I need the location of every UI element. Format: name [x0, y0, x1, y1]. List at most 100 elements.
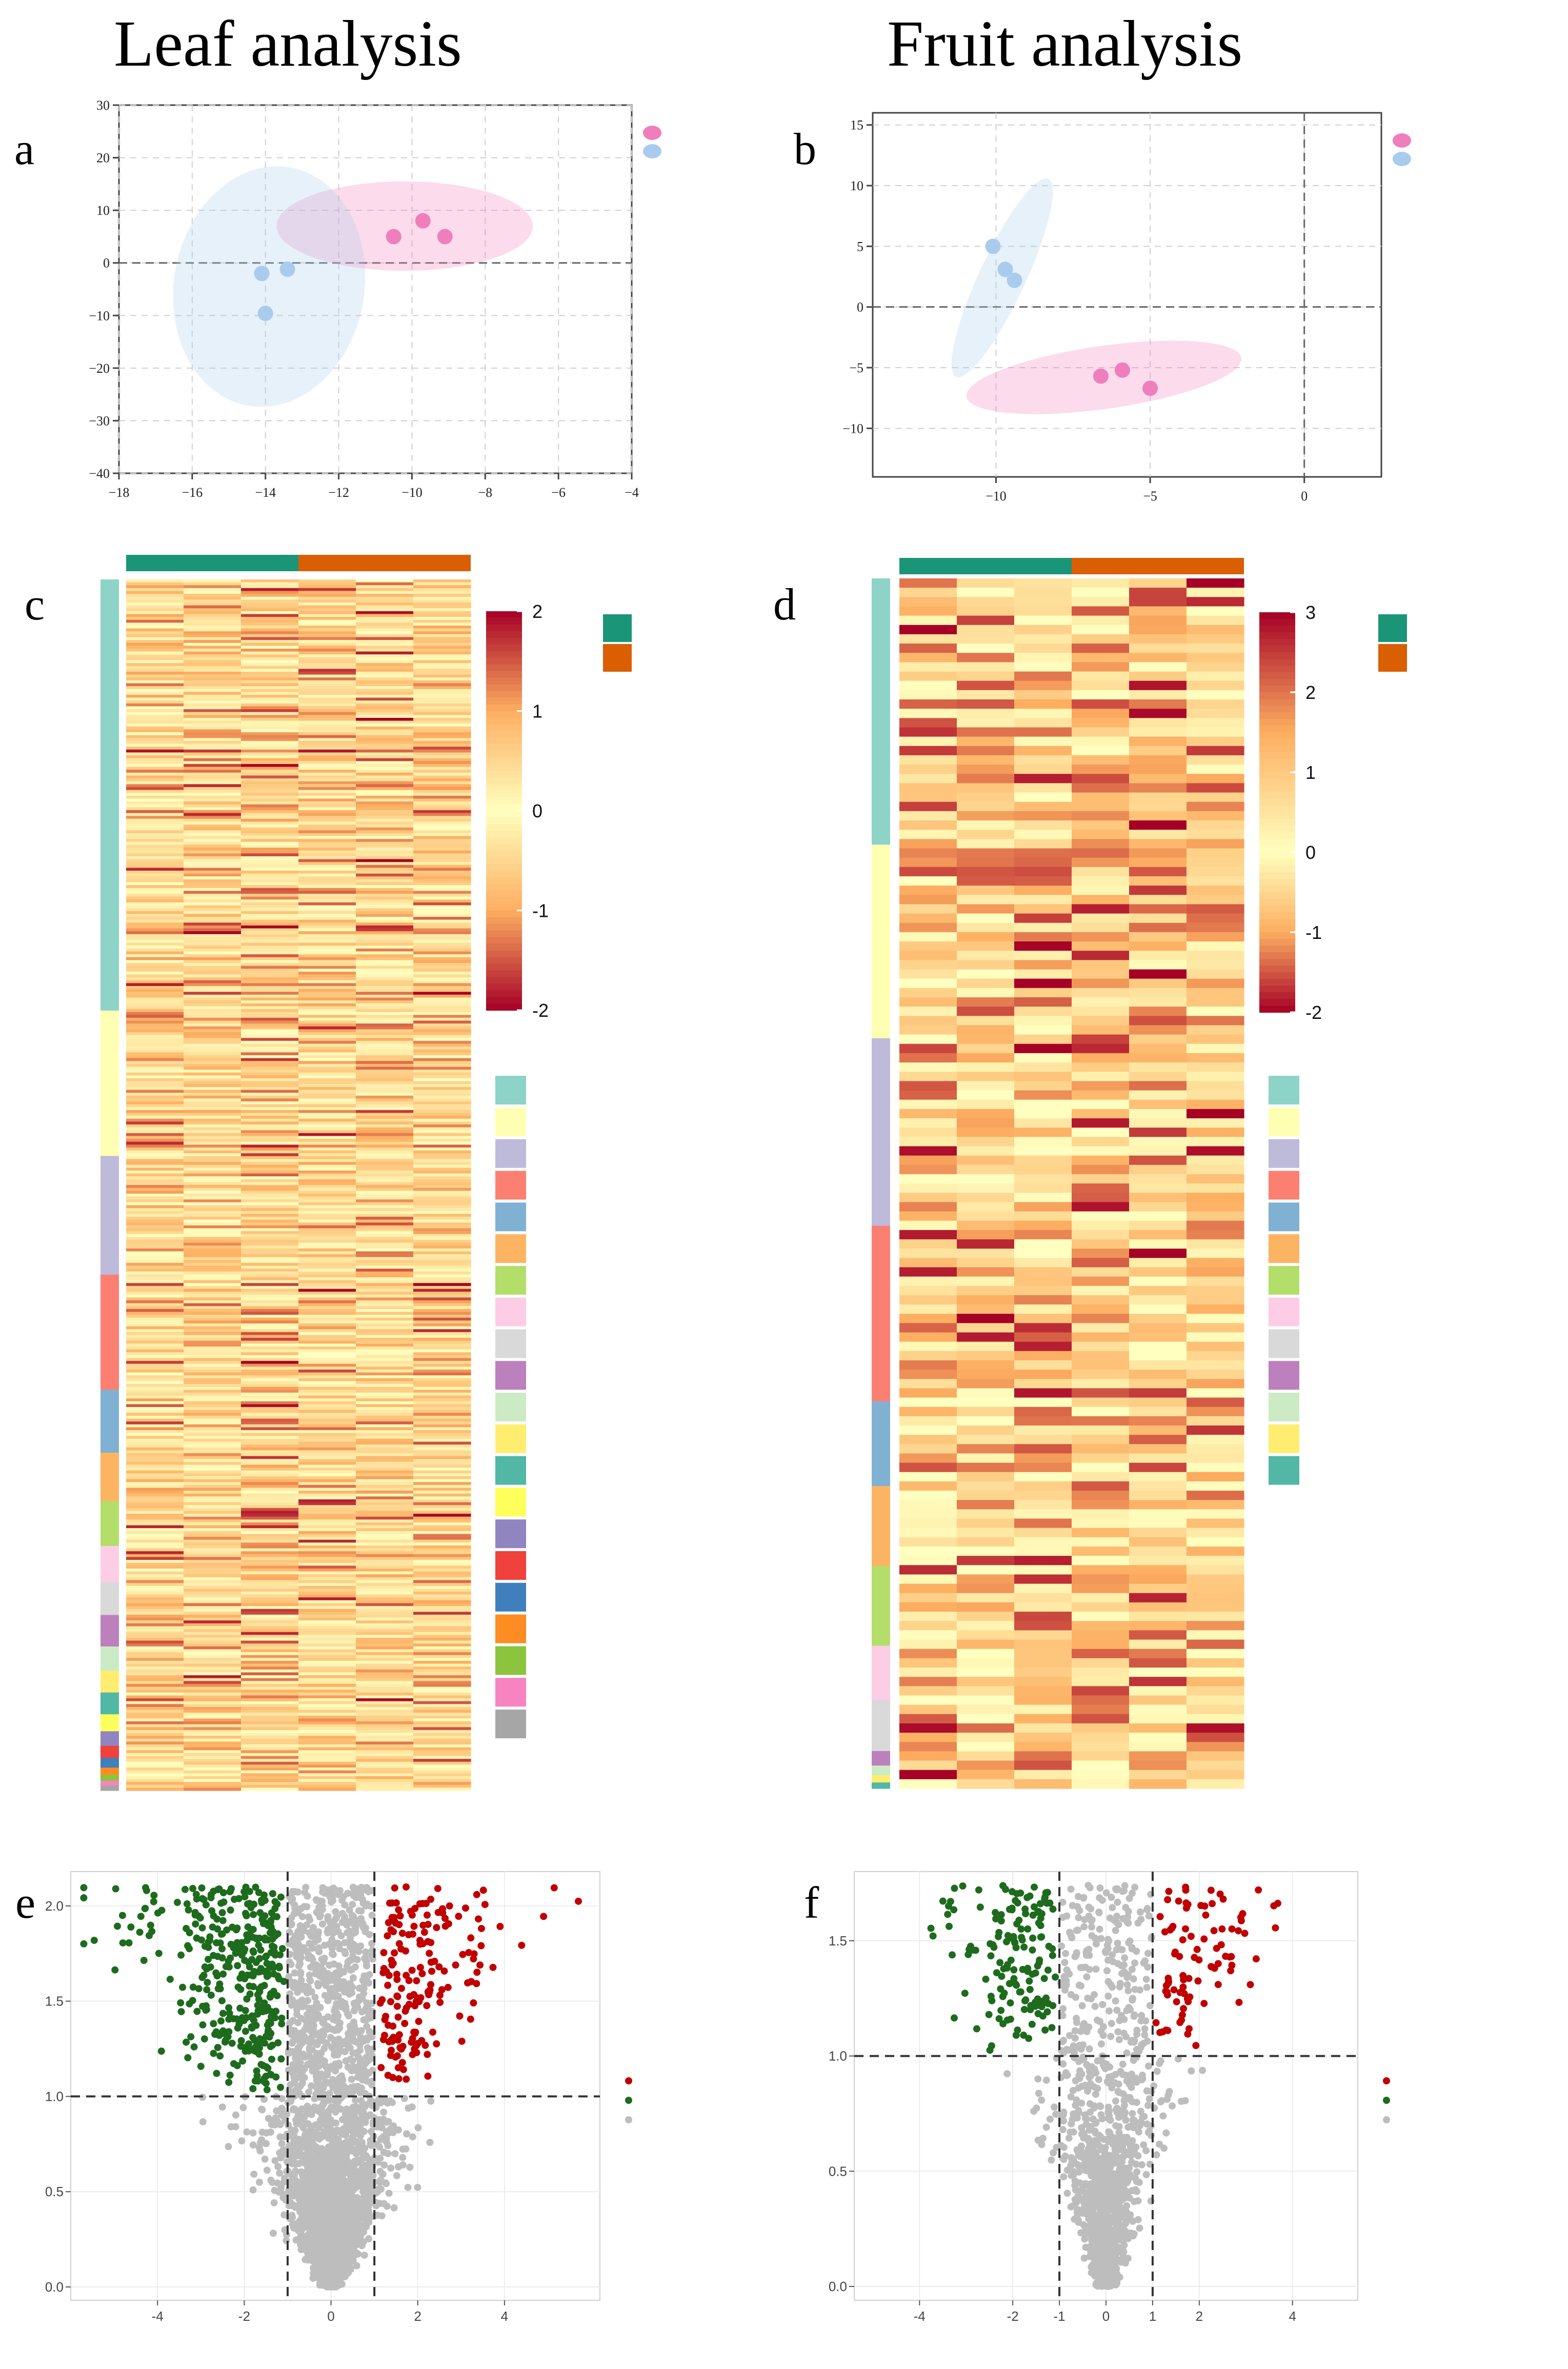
heatmap-cell — [184, 1000, 242, 1004]
heatmap-cell — [298, 1332, 356, 1336]
heatmap-cell — [241, 1196, 299, 1200]
heatmap-cell — [413, 1214, 471, 1217]
heatmap-cell — [298, 845, 356, 848]
heatmap-cell — [413, 1528, 471, 1532]
heatmap-cell — [126, 1277, 184, 1281]
heatmap-cell — [413, 1516, 471, 1520]
heatmap-cell — [1014, 1081, 1072, 1091]
heatmap-cell — [241, 1015, 299, 1018]
heatmap-cell — [126, 1635, 184, 1638]
heatmap-cell — [241, 1317, 299, 1321]
heatmap-cell — [126, 1145, 184, 1148]
heatmap-cell — [241, 1464, 299, 1468]
heatmap-cell — [413, 1012, 471, 1015]
heatmap-cell — [126, 1070, 184, 1073]
heatmap-cell — [1014, 1211, 1072, 1221]
heatmap-cell — [413, 1067, 471, 1070]
colorbar-segment — [1259, 666, 1295, 673]
heatmap-cell — [1072, 671, 1130, 681]
heatmap-cell — [298, 677, 356, 681]
heatmap-cell — [899, 1249, 957, 1258]
heatmap-cell — [1014, 1574, 1072, 1584]
heatmap-cell — [356, 605, 414, 609]
heatmap-cell — [241, 1433, 299, 1436]
class-band-9 — [100, 1615, 119, 1647]
heatmap-cell — [241, 729, 299, 733]
heatmap-cell — [184, 1049, 242, 1053]
heatmap-cell — [1072, 1639, 1130, 1650]
heatmap-cell — [356, 790, 414, 793]
heatmap-cell — [1187, 755, 1244, 765]
heatmap-cell — [1187, 615, 1244, 626]
heatmap-cell — [1072, 1090, 1130, 1100]
heatmap-cell — [899, 848, 957, 858]
heatmap-cell — [241, 744, 299, 747]
heatmap-cell — [899, 680, 957, 691]
heatmap-cell — [184, 848, 242, 851]
heatmap-cell — [413, 1667, 471, 1670]
heatmap-cell — [356, 1398, 414, 1402]
heatmap-cell — [413, 1476, 471, 1480]
heatmap-cell — [241, 1773, 299, 1777]
heatmap-cell — [356, 631, 414, 635]
heatmap-cell — [1014, 1118, 1072, 1128]
class-band-11 — [100, 1671, 119, 1693]
heatmap-cell — [241, 1753, 299, 1757]
heatmap-cell — [356, 916, 414, 920]
heatmap-cell — [413, 1591, 471, 1595]
heatmap-cell — [957, 1602, 1015, 1612]
colorbar-segment — [486, 890, 522, 898]
heatmap-cell — [126, 1609, 184, 1612]
heatmap-cell — [126, 1727, 184, 1731]
heatmap-cell — [1129, 1770, 1187, 1780]
heatmap-cell — [298, 1759, 356, 1762]
heatmap-cell — [298, 669, 356, 672]
heatmap-cell — [356, 1525, 414, 1529]
heatmap-cell — [298, 1715, 356, 1719]
heatmap-cell — [356, 643, 414, 646]
heatmap-cell — [298, 1456, 356, 1459]
heatmap-cell — [1187, 625, 1244, 635]
heatmap-cell — [184, 957, 242, 960]
heatmap-cell — [1129, 765, 1187, 774]
heatmap-cell — [1014, 951, 1072, 960]
heatmap-cell — [1014, 755, 1072, 765]
heatmap-cell — [1072, 1230, 1130, 1240]
heatmap-cell — [1187, 1072, 1244, 1081]
heatmap-cell — [126, 588, 184, 592]
heatmap-cell — [356, 1378, 414, 1382]
heatmap-cell — [126, 1692, 184, 1696]
heatmap-cell — [356, 1026, 414, 1030]
heatmap-cell — [1014, 1258, 1072, 1268]
heatmap-cell — [184, 1193, 242, 1197]
heatmap-cell — [298, 1020, 356, 1024]
heatmap-cell — [126, 848, 184, 851]
heatmap-cell — [126, 801, 184, 805]
heatmap-cell — [298, 1784, 356, 1788]
heatmap-cell — [241, 1326, 299, 1330]
heatmap-cell — [1187, 1547, 1244, 1556]
heatmap-cell — [413, 816, 471, 819]
heatmap-cell — [184, 1554, 242, 1558]
legend-swatch-diploid — [1393, 152, 1411, 166]
class-legend-swatch-4 — [1269, 1202, 1299, 1232]
heatmap-cell — [184, 1580, 242, 1583]
heatmap-cell — [126, 625, 184, 629]
heatmap-cell — [298, 1710, 356, 1713]
colorbar-segment — [1259, 652, 1295, 659]
heatmap-cell — [356, 893, 414, 897]
heatmap-cell — [413, 1744, 471, 1748]
heatmap-cell — [241, 1329, 299, 1333]
heatmap-cell — [298, 833, 356, 837]
colorbar-segment — [1259, 959, 1295, 966]
heatmap-cell — [241, 1646, 299, 1650]
heatmap-cell — [184, 1303, 242, 1307]
colorbar-segment — [1259, 972, 1295, 979]
heatmap-cell — [241, 1072, 299, 1076]
heatmap-cell — [1187, 1220, 1244, 1231]
heatmap-cell — [184, 1040, 242, 1045]
heatmap-cell — [413, 1635, 471, 1638]
heatmap-cell — [126, 827, 184, 831]
heatmap-cell — [126, 706, 184, 710]
heatmap-cell — [899, 1621, 957, 1631]
